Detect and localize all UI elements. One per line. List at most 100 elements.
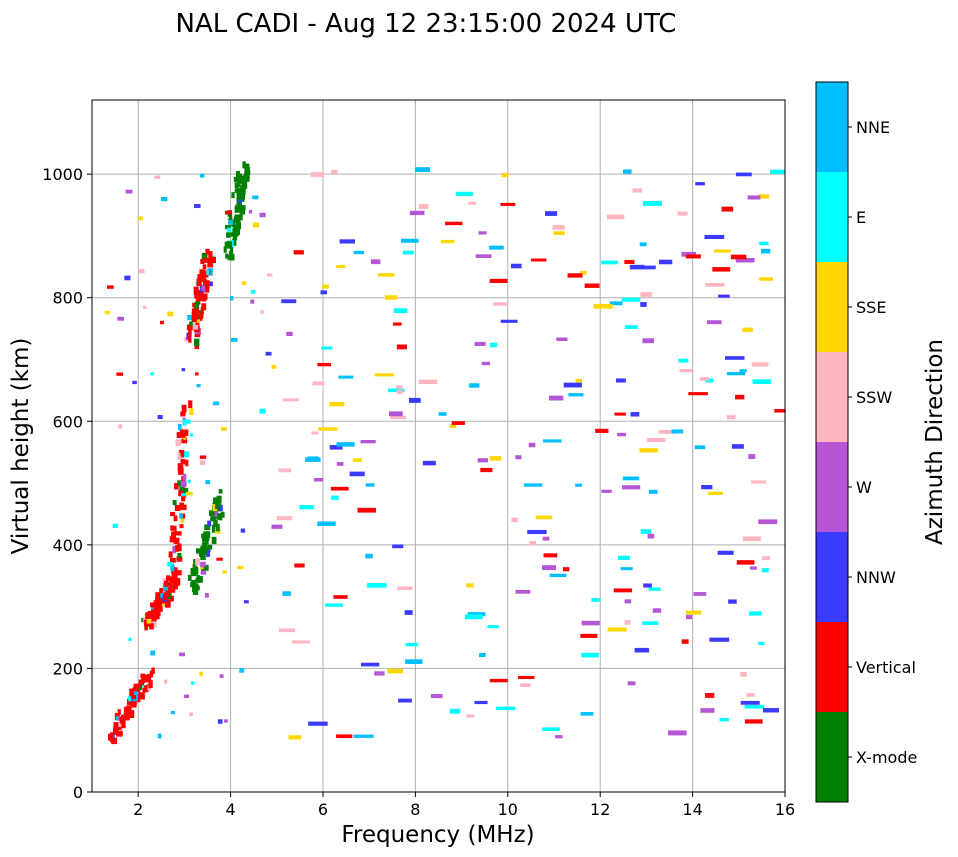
echo-point: [130, 701, 137, 708]
echo-point: [310, 172, 325, 177]
echo-point: [292, 640, 310, 644]
echo-point: [194, 583, 199, 590]
echo-point: [325, 603, 343, 607]
echo-point: [624, 259, 635, 264]
echo-point: [175, 439, 182, 447]
echo-point: [212, 511, 219, 517]
echo-point: [392, 322, 402, 326]
echo-point: [322, 284, 329, 289]
echo-point: [163, 592, 168, 600]
echo-point: [191, 570, 197, 577]
echo-point: [179, 430, 186, 438]
echo-point: [233, 231, 239, 237]
echo-point: [120, 722, 126, 729]
echo-point: [563, 382, 582, 388]
echo-point: [584, 283, 600, 288]
echo-point: [169, 585, 176, 593]
echo-point: [624, 325, 638, 329]
echo-point: [174, 482, 179, 490]
echo-point: [321, 346, 333, 350]
colorbar-label-x-mode: X-mode: [856, 748, 917, 767]
echo-point: [144, 625, 148, 631]
echo-point: [197, 273, 204, 281]
echo-point: [245, 163, 250, 169]
plot-frame: [91, 99, 786, 793]
echo-point: [177, 480, 183, 486]
echo-point: [118, 722, 122, 728]
echo-point: [580, 633, 598, 638]
echo-point: [365, 553, 373, 559]
echo-point: [495, 706, 516, 711]
echo-point: [187, 479, 191, 484]
echo-point: [239, 213, 243, 221]
echo-point: [515, 455, 522, 460]
echo-point: [133, 690, 139, 696]
echo-point: [568, 393, 584, 397]
echo-point: [475, 254, 492, 258]
colorbar-label: Azimuth Direction: [922, 339, 948, 545]
echo-point: [352, 458, 363, 462]
echo-point: [240, 205, 246, 211]
echo-point: [172, 546, 177, 554]
echo-point: [146, 617, 152, 624]
echo-point: [171, 531, 177, 539]
echo-point: [336, 462, 344, 466]
echo-point: [186, 324, 193, 331]
echo-point: [487, 625, 499, 629]
echo-point: [400, 238, 419, 243]
echo-point: [177, 552, 182, 559]
echo-point: [492, 302, 509, 306]
echo-point: [668, 730, 687, 736]
echo-point: [397, 586, 413, 590]
echo-point: [185, 459, 189, 467]
echo-point: [199, 460, 206, 466]
echo-point: [206, 544, 213, 550]
echo-point: [317, 362, 332, 367]
echo-point: [445, 221, 463, 226]
echo-point: [226, 232, 231, 238]
echo-point: [177, 463, 183, 471]
colorbar-swatch: [816, 262, 848, 352]
echo-point: [176, 432, 182, 439]
echo-point: [215, 523, 220, 532]
colorbar-label-ssw: SSW: [856, 388, 892, 407]
echo-point: [531, 258, 547, 262]
echo-point: [479, 652, 486, 658]
echo-point: [244, 167, 251, 174]
echo-point: [209, 510, 215, 516]
echo-point: [182, 487, 189, 495]
echo-point: [216, 557, 223, 561]
echo-point: [760, 248, 771, 254]
echo-point: [196, 319, 200, 324]
echo-point: [172, 500, 177, 506]
echo-point: [220, 427, 227, 431]
echo-point: [205, 480, 211, 485]
echo-point: [212, 503, 218, 512]
echo-point: [199, 269, 206, 277]
echo-point: [215, 498, 221, 505]
echo-point: [474, 341, 486, 346]
echo-point: [196, 384, 201, 388]
echo-point: [236, 228, 241, 235]
y-tick-label: 1000: [42, 165, 83, 184]
echo-point: [449, 424, 457, 429]
echo-point: [239, 173, 243, 179]
echo-point: [182, 419, 187, 426]
echo-point: [147, 610, 154, 619]
echo-point: [480, 467, 493, 473]
echo-point: [229, 216, 233, 224]
echo-point: [396, 385, 403, 389]
echo-point: [468, 201, 477, 205]
echo-point: [688, 392, 708, 396]
echo-point: [567, 273, 583, 278]
echo-point: [396, 344, 407, 350]
echo-point: [213, 497, 218, 504]
echo-point: [639, 242, 647, 247]
echo-point: [225, 210, 232, 215]
echo-point: [438, 412, 447, 416]
echo-point: [271, 524, 283, 529]
x-tick-label: 12: [590, 800, 610, 819]
echo-point: [747, 195, 761, 200]
echo-point: [398, 698, 412, 703]
echo-point: [237, 202, 243, 208]
